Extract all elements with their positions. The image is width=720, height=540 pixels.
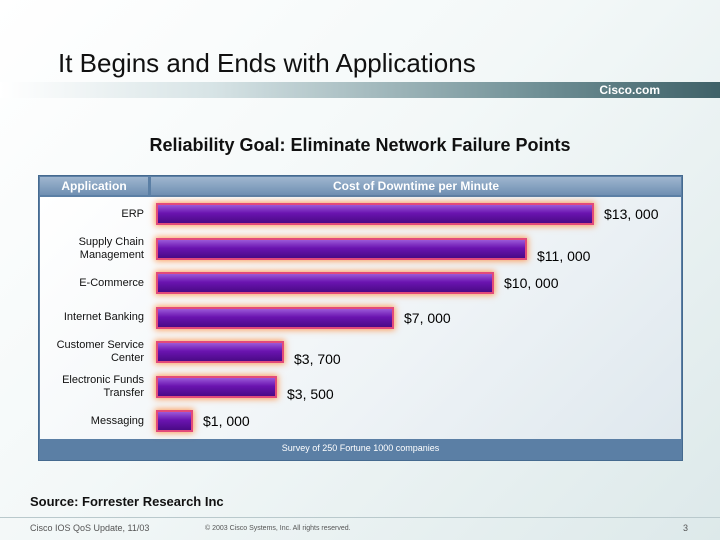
brand-logo-text: Cisco.com <box>599 83 660 97</box>
bar <box>158 412 191 430</box>
category-label: Internet Banking <box>40 311 144 324</box>
page-number: 3 <box>682 523 688 533</box>
category-label-line: Transfer <box>103 386 144 399</box>
category-label: Messaging <box>40 415 144 428</box>
category-label: Supply Chain Management <box>40 236 144 262</box>
footer-left-text: Cisco IOS QoS Update, 11/03 <box>30 523 150 533</box>
bar <box>158 308 392 327</box>
bar-value-label: $1, 000 <box>203 413 250 429</box>
bar-value-label: $13, 000 <box>604 206 659 222</box>
category-label-line: Electronic Funds <box>62 373 144 386</box>
bar-value-label: $3, 700 <box>294 351 341 367</box>
bar <box>158 205 592 223</box>
category-label-line: Center <box>110 352 144 364</box>
bar <box>158 274 492 292</box>
category-label-line: Customer Service <box>56 339 144 351</box>
bar-value-label: $10, 000 <box>504 275 559 291</box>
footer-rule <box>0 517 720 518</box>
category-label: E-Commerce <box>40 277 144 290</box>
category-label: Electronic Funds Transfer <box>40 374 144 400</box>
category-label: ERP <box>40 208 144 221</box>
bar-value-label: $7, 000 <box>404 309 451 326</box>
bar-value-label: $3, 500 <box>287 385 334 402</box>
slide-title: It Begins and Ends with Applications <box>58 48 476 78</box>
column-header-application: Application <box>40 177 148 195</box>
category-label-line: Management <box>79 248 144 261</box>
category-label-line: Messaging <box>90 414 144 427</box>
footer-copyright: © 2003 Cisco Systems, Inc. All rights re… <box>205 525 351 532</box>
category-label-line: Supply Chain <box>78 235 144 248</box>
bar <box>158 239 525 258</box>
source-citation: Source: Forrester Research Inc <box>30 494 224 509</box>
category-label-line: Internet Banking <box>63 311 144 323</box>
title-rule <box>0 82 720 98</box>
bar <box>158 377 275 396</box>
category-label: Customer Service Center <box>40 339 144 365</box>
bar <box>158 343 282 361</box>
survey-note: Survey of 250 Fortune 1000 companies <box>281 443 440 453</box>
chart-subtitle: Reliability Goal: Eliminate Network Fail… <box>149 135 571 155</box>
category-label-line: E-Commerce <box>79 276 144 289</box>
category-label-line: ERP <box>121 207 144 220</box>
bar-value-label: $11, 000 <box>537 247 591 264</box>
column-header-cost: Cost of Downtime per Minute <box>151 177 681 195</box>
